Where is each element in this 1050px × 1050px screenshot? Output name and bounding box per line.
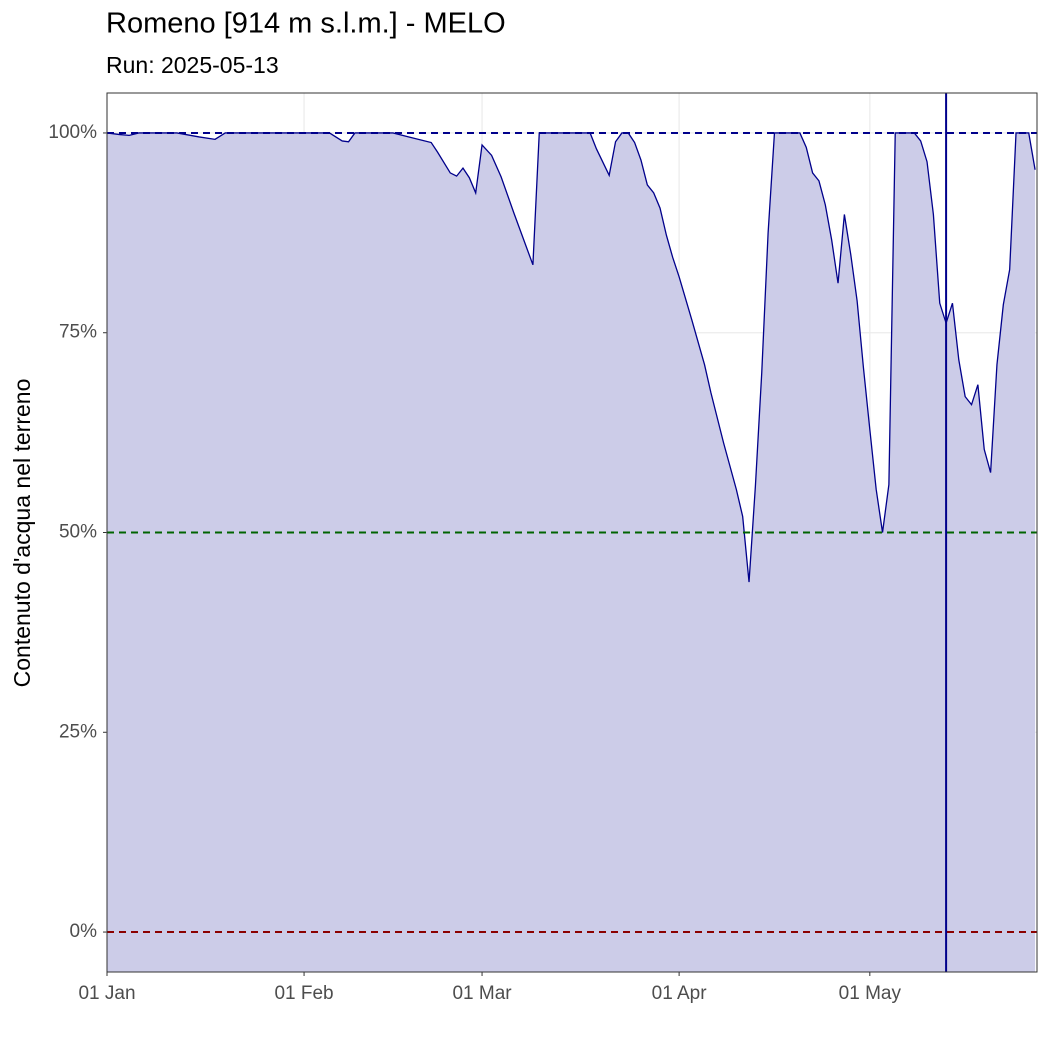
y-tick-label: 75% (59, 322, 97, 343)
y-tick-label: 0% (70, 921, 98, 942)
y-axis-title: Contenuto d'acqua nel terreno (9, 379, 35, 688)
x-tick-label: 01 May (839, 983, 902, 1004)
x-tick-label: 01 Jan (78, 983, 135, 1004)
y-tick-label: 50% (59, 522, 97, 543)
y-tick-label: 100% (48, 122, 97, 143)
x-tick-label: 01 Feb (274, 983, 333, 1004)
area (107, 132, 1036, 973)
x-tick-label: 01 Mar (452, 983, 512, 1004)
line (106, 132, 1036, 583)
chart-subtitle: Run: 2025-05-13 (106, 52, 279, 78)
y-tick-label: 25% (59, 721, 97, 742)
chart-title: Romeno [914 m s.l.m.] - MELO (106, 8, 506, 40)
x-tick-label: 01 Apr (652, 983, 708, 1004)
panel-border (106, 92, 1038, 973)
